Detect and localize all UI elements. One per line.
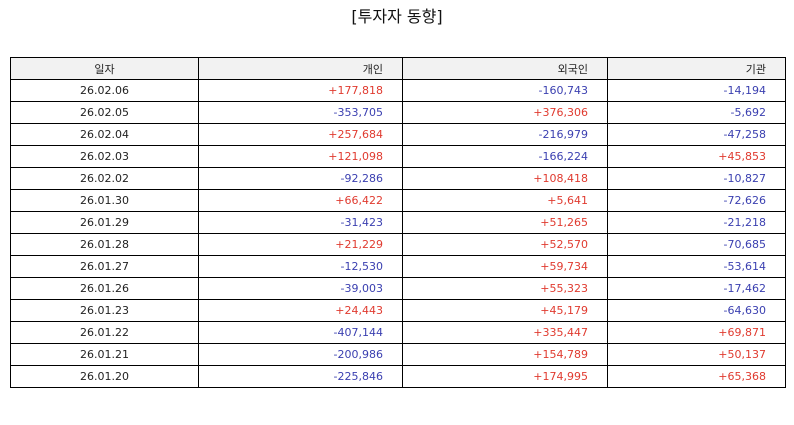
column-header-individual: 개인 [198,57,403,80]
cell-foreign: +52,570 [402,233,608,256]
cell-date: 26.02.04 [10,123,199,146]
cell-individual: +177,818 [198,79,403,102]
column-header-date: 일자 [10,57,199,80]
cell-foreign: -160,743 [402,79,608,102]
cell-institution: -72,626 [607,189,786,212]
cell-foreign: +154,789 [402,343,608,366]
cell-foreign: +5,641 [402,189,608,212]
cell-individual: -200,986 [198,343,403,366]
table-row: 26.01.28 +21,229 +52,570 -70,685 [10,233,786,256]
table-row: 26.01.21 -200,986 +154,789 +50,137 [10,343,786,366]
cell-individual: +121,098 [198,145,403,168]
cell-date: 26.01.20 [10,365,199,388]
table-row: 26.02.03 +121,098 -166,224 +45,853 [10,145,786,168]
table-row: 26.02.02 -92,286 +108,418 -10,827 [10,167,786,190]
cell-individual: -39,003 [198,277,403,300]
table-row: 26.01.20 -225,846 +174,995 +65,368 [10,365,786,388]
investor-trend-table: 일자 개인 외국인 기관 26.02.06 +177,818 -160,743 -14… [10,57,786,388]
column-header-institution: 기관 [607,57,786,80]
cell-foreign: +55,323 [402,277,608,300]
cell-date: 26.01.26 [10,277,199,300]
cell-foreign: -166,224 [402,145,608,168]
cell-institution: +45,853 [607,145,786,168]
table-row: 26.01.27 -12,530 +59,734 -53,614 [10,255,786,278]
cell-institution: +50,137 [607,343,786,366]
cell-institution: -64,630 [607,299,786,322]
table-row: 26.02.05 -353,705 +376,306 -5,692 [10,101,786,124]
cell-individual: -31,423 [198,211,403,234]
table-row: 26.01.29 -31,423 +51,265 -21,218 [10,211,786,234]
cell-institution: -70,685 [607,233,786,256]
cell-foreign: +59,734 [402,255,608,278]
cell-foreign: +51,265 [402,211,608,234]
cell-foreign: +335,447 [402,321,608,344]
cell-individual: -407,144 [198,321,403,344]
cell-institution: -5,692 [607,101,786,124]
cell-date: 26.01.30 [10,189,199,212]
cell-foreign: +45,179 [402,299,608,322]
cell-date: 26.01.22 [10,321,199,344]
table-row: 26.02.04 +257,684 -216,979 -47,258 [10,123,786,146]
cell-foreign: +108,418 [402,167,608,190]
cell-institution: -10,827 [607,167,786,190]
page-title: [투자자 동향] [351,7,443,26]
cell-institution: -17,462 [607,277,786,300]
cell-individual: -353,705 [198,101,403,124]
cell-foreign: +174,995 [402,365,608,388]
cell-date: 26.02.05 [10,101,199,124]
cell-institution: -14,194 [607,79,786,102]
table-row: 26.01.30 +66,422 +5,641 -72,626 [10,189,786,212]
cell-institution: +69,871 [607,321,786,344]
column-header-foreign: 외국인 [402,57,608,80]
table-row: 26.02.06 +177,818 -160,743 -14,194 [10,79,786,102]
table-row: 26.01.23 +24,443 +45,179 -64,630 [10,299,786,322]
cell-institution: -53,614 [607,255,786,278]
table-row: 26.01.22 -407,144 +335,447 +69,871 [10,321,786,344]
cell-date: 26.02.02 [10,167,199,190]
cell-date: 26.01.21 [10,343,199,366]
cell-individual: -225,846 [198,365,403,388]
cell-individual: +21,229 [198,233,403,256]
cell-date: 26.01.28 [10,233,199,256]
cell-foreign: +376,306 [402,101,608,124]
cell-individual: +24,443 [198,299,403,322]
table-row: 26.01.26 -39,003 +55,323 -17,462 [10,277,786,300]
cell-individual: -92,286 [198,167,403,190]
cell-foreign: -216,979 [402,123,608,146]
cell-individual: +257,684 [198,123,403,146]
cell-institution: -21,218 [607,211,786,234]
cell-date: 26.02.06 [10,79,199,102]
cell-institution: -47,258 [607,123,786,146]
cell-date: 26.01.29 [10,211,199,234]
cell-date: 26.01.23 [10,299,199,322]
cell-date: 26.01.27 [10,255,199,278]
cell-institution: +65,368 [607,365,786,388]
cell-individual: +66,422 [198,189,403,212]
cell-individual: -12,530 [198,255,403,278]
cell-date: 26.02.03 [10,145,199,168]
table-header-row: 일자 개인 외국인 기관 [10,57,786,80]
